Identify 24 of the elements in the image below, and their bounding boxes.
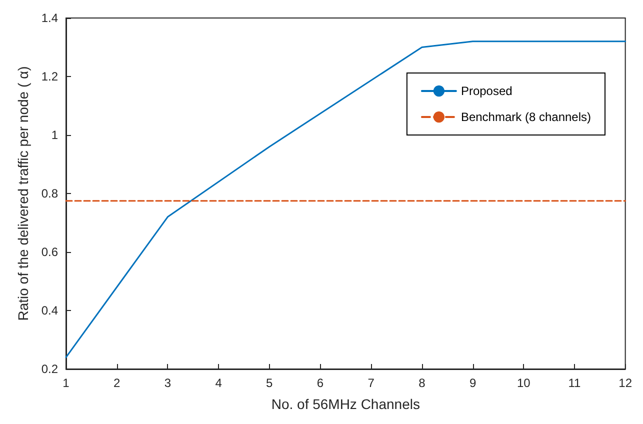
y-tick-label: 1.2 (41, 70, 58, 84)
x-axis-title: No. of 56MHz Channels (271, 396, 420, 412)
line-series (65, 40, 626, 358)
x-tick-label: 7 (368, 376, 375, 390)
y-tick-label: 0.8 (41, 186, 58, 200)
legend-label: Proposed (460, 84, 512, 98)
x-tick-label: 12 (618, 376, 632, 390)
x-tick-label: 6 (316, 376, 324, 390)
legend-label: Benchmark (8 channels) (460, 110, 592, 124)
y-tick-label: 0.4 (41, 304, 58, 318)
x-tick-label: 11 (568, 376, 582, 390)
x-tick-label: 8 (418, 376, 426, 390)
x-tick-label: 4 (215, 376, 222, 390)
x-tick-label: 3 (164, 376, 172, 390)
x-tick-label: 10 (516, 376, 531, 390)
y-tick-label: 1.4 (41, 11, 58, 25)
x-tick-label: 1 (62, 376, 70, 390)
y-tick-label: 0.6 (41, 245, 58, 259)
y-tick-label: 1 (51, 128, 58, 142)
x-tick-label: 2 (114, 376, 121, 390)
x-tick-label: 5 (266, 376, 274, 390)
x-tick-label: 9 (469, 376, 476, 390)
y-axis-title: Ratio of the delivered traffic per node ( α) (15, 66, 31, 321)
y-tick-label: 0.2 (41, 362, 58, 376)
